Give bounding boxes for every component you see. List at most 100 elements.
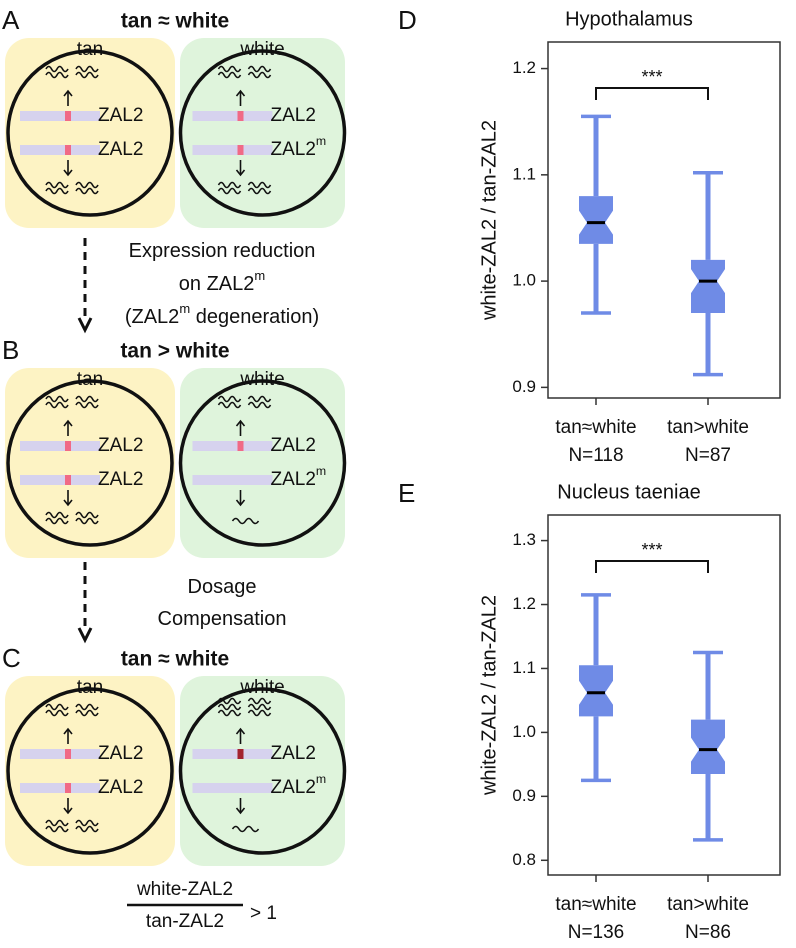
y-axis-label: white-ZAL2 / tan-ZAL2 [478, 595, 500, 796]
cell [180, 676, 345, 866]
gene-locus [65, 441, 71, 451]
label: ZAL2 [271, 105, 316, 126]
gene-locus [65, 111, 71, 121]
significance-label: *** [641, 540, 662, 560]
arrow-head [235, 89, 246, 97]
transcript [217, 71, 242, 79]
chromosome [20, 441, 100, 451]
y-tick-label: 1.2 [512, 58, 536, 77]
cell [5, 368, 175, 558]
y-tick-label: 1.2 [512, 594, 536, 613]
transcript [45, 187, 69, 195]
chromosome [20, 145, 100, 155]
transcript [75, 511, 99, 519]
transcript [75, 395, 99, 403]
cell [5, 38, 175, 228]
transcript [75, 825, 99, 833]
transcript [75, 517, 99, 525]
arrow-head [235, 419, 246, 427]
arrow-head [63, 499, 73, 507]
text-part: ZAL2 [98, 105, 143, 126]
chromosome [192, 145, 273, 155]
arrow-head [235, 169, 246, 177]
transcript [45, 511, 69, 519]
chromosome [20, 111, 100, 121]
y-tick-label: 0.8 [512, 850, 536, 869]
arrow-head [77, 317, 93, 334]
arrow-head [235, 807, 246, 815]
arrow-head [63, 89, 73, 97]
arrow-head [235, 727, 246, 735]
text-part: ZAL2 [271, 435, 316, 456]
ratio-relation: > 1 [250, 903, 277, 924]
n-label: N=118 [568, 445, 623, 466]
label: ZAL2m [271, 772, 327, 798]
transcript [45, 825, 69, 833]
label: ZAL2 [98, 777, 143, 798]
label: on ZAL2m [179, 268, 265, 295]
transcript [247, 395, 272, 403]
transcript [231, 825, 260, 833]
chromosome [192, 475, 273, 485]
transcript [217, 181, 242, 189]
nucleus [178, 379, 347, 547]
chromosome [20, 475, 100, 485]
panel-letter: E [398, 478, 415, 508]
gene-locus [237, 111, 244, 121]
chart-title: Nucleus taeniae [557, 481, 700, 503]
superscript: m [316, 772, 326, 786]
text-part: degeneration) [190, 306, 319, 328]
x-tick-label: tan≈white [555, 894, 636, 915]
text-part: ZAL2 [98, 743, 143, 764]
transcript [75, 819, 99, 827]
box [691, 719, 725, 774]
transcript [217, 703, 242, 711]
text-part: ZAL2 [271, 105, 316, 126]
cell [180, 368, 345, 558]
gene-locus [237, 145, 244, 155]
nucleus [6, 49, 174, 217]
gene-locus [65, 783, 71, 793]
transcript [75, 703, 99, 711]
transcript [45, 181, 69, 189]
text-part: ZAL2 [271, 139, 316, 160]
gene-locus [65, 475, 71, 485]
transcript [247, 71, 272, 79]
panel-letter: C [2, 643, 21, 673]
text-part: ZAL2 [98, 469, 143, 490]
transcript [75, 709, 99, 717]
n-label: N=136 [568, 922, 625, 943]
transcript [217, 709, 242, 717]
chromosome [20, 783, 100, 793]
transcript [247, 697, 272, 705]
transcript [217, 65, 242, 73]
label: ZAL2 [98, 743, 143, 764]
transcript [247, 187, 272, 195]
chart-title: Hypothalamus [565, 8, 693, 30]
gene-locus [237, 749, 244, 759]
label: ZAL2 [98, 105, 143, 126]
cell [180, 38, 345, 228]
x-tick-label: tan>white [667, 417, 749, 438]
superscript: m [179, 301, 190, 316]
arrow-head [235, 499, 246, 507]
transcript [217, 395, 242, 403]
label: ZAL2m [271, 134, 327, 160]
text-part: Expression reduction [129, 240, 316, 262]
nucleus [6, 687, 174, 855]
panel-title: tan > white [120, 340, 229, 363]
transcript [45, 703, 69, 711]
label: ZAL2 [271, 435, 316, 456]
text-part: ZAL2 [98, 139, 143, 160]
transcript [247, 181, 272, 189]
panel-title: tan ≈ white [121, 648, 229, 671]
text-part: ZAL2 [98, 777, 143, 798]
chromosome [192, 783, 273, 793]
gene-locus [65, 145, 71, 155]
transcript [45, 709, 69, 717]
transcript [75, 65, 99, 73]
nucleus [178, 49, 347, 217]
transcript [45, 65, 69, 73]
nucleus [6, 379, 174, 547]
